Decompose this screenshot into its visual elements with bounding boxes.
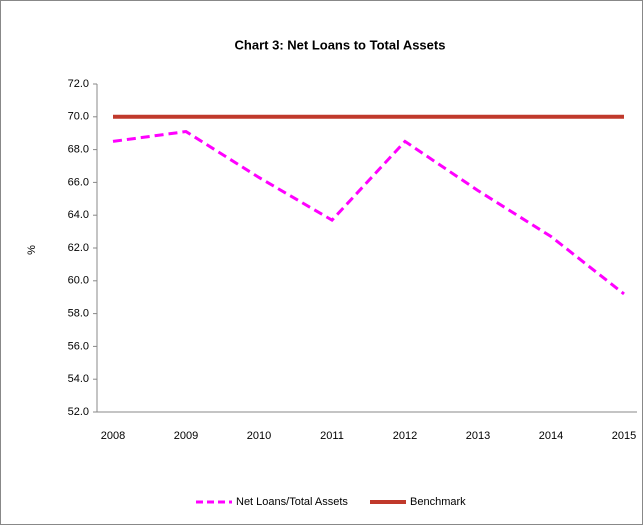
y-tick-label: 54.0 — [68, 373, 89, 385]
x-tick-label: 2011 — [320, 430, 344, 442]
y-tick-label: 60.0 — [68, 275, 89, 287]
y-tick-label: 56.0 — [68, 340, 89, 352]
line-series — [112, 130, 625, 296]
y-axis-label: % — [26, 245, 38, 255]
y-tick-label: 62.0 — [68, 242, 89, 254]
y-tick-label: 70.0 — [68, 111, 89, 123]
y-tick-label: 58.0 — [68, 308, 89, 320]
x-tick-label: 2012 — [393, 430, 417, 442]
x-tick-label: 2010 — [247, 430, 271, 442]
y-tick-label: 64.0 — [68, 209, 89, 221]
y-tick-label: 66.0 — [68, 176, 89, 188]
x-tick-label: 2015 — [612, 430, 636, 442]
x-tick-label: 2014 — [539, 430, 563, 442]
x-tick-label: 2008 — [101, 430, 125, 442]
y-tick-label: 68.0 — [68, 144, 89, 156]
y-tick-label: 72.0 — [68, 78, 89, 90]
chart-title: Chart 3: Net Loans to Total Assets — [235, 37, 446, 52]
x-tick-label: 2013 — [466, 430, 490, 442]
legend-label: Net Loans/Total Assets — [236, 496, 348, 508]
x-tick-label: 2009 — [174, 430, 198, 442]
legend-label: Benchmark — [410, 496, 466, 508]
y-tick-label: 52.0 — [68, 406, 89, 418]
